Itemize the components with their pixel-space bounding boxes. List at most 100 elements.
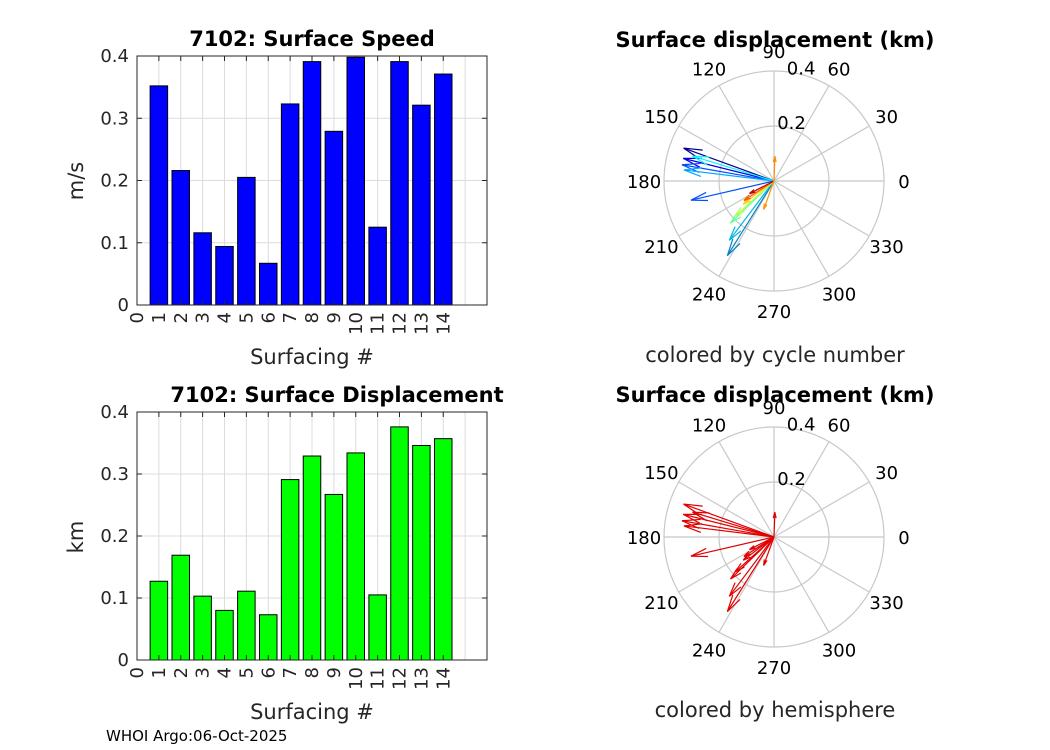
polar-angle-label: 30 [875,463,898,484]
arrow-shaft [763,536,775,566]
polar-angle-label: 300 [822,285,856,306]
polar-angle-label: 210 [644,237,678,258]
arrow-shaft [773,512,776,538]
arrow-shaft [763,180,775,210]
displacement-chart-title: 7102: Surface Displacement [170,383,503,407]
speed-x-axis-label: Surfacing # [250,345,374,369]
x-tick-label: 7 [280,312,301,323]
arrow-shaft [683,169,775,182]
x-tick-label: 6 [258,312,279,323]
y-tick-label: 0.4 [100,402,129,423]
polar-spoke [773,85,830,182]
bar [280,479,300,661]
arrow-shaft [681,164,775,182]
displacement-arrow [682,513,775,538]
x-tick-label: 2 [171,667,192,678]
arrow-head [734,210,745,217]
x-tick-label: 12 [390,667,411,690]
polar-angle-label: 270 [757,658,791,679]
displacement-arrow [763,536,775,566]
polar-angle-label: 300 [822,641,856,662]
displacement-arrow [683,167,775,182]
x-tick-label: 4 [215,312,236,323]
arrow-shaft [690,536,775,557]
arrow-head [692,155,710,158]
polar-spoke [773,536,830,633]
x-tick-label: 0 [127,312,148,323]
arrow-head [743,200,751,205]
arrow-head [743,553,751,558]
arrow-shaft [683,525,775,538]
displacement-arrow [726,536,775,613]
displacement-arrow [726,180,775,257]
arrow-head [683,525,702,534]
arrow-head [683,169,702,178]
bar [259,614,278,661]
arrow-head [772,156,776,163]
x-tick-label: 2 [171,312,192,323]
polar-spoke [678,125,775,182]
y-tick-label: 0 [118,650,129,671]
bar [215,245,234,306]
arrow-shaft [734,180,775,217]
displacement-arrow [728,180,775,241]
polar-angle-label: 270 [757,302,791,323]
arrow-head [682,513,701,524]
x-tick-label: 7 [280,667,301,678]
polar-spoke [773,180,870,237]
x-tick-label: 8 [302,312,323,323]
arrow-shaft [690,180,775,201]
arrow-head [743,556,751,561]
bar [434,438,453,661]
bar [390,61,409,306]
bar [346,56,365,306]
y-tick-label: 0.3 [100,108,129,129]
arrow-shaft [683,513,775,538]
arrow-head [682,157,701,168]
bar [412,104,431,306]
bar [302,61,322,306]
arrow-shaft [726,180,775,256]
polar-angle-label: 0 [898,172,909,193]
arrow-shaft [743,180,775,201]
arrow-head [734,566,745,573]
polar-angle-label: 180 [627,172,661,193]
polar-spoke [773,441,830,538]
y-tick-label: 0.2 [100,171,129,192]
arrow-head [728,230,742,241]
polar-spoke [773,481,870,538]
arrow-shaft [683,147,775,182]
cycle-compass-angle-labels: 0 30 60 90 120 150 180 210 240 270 300 330 [627,42,910,323]
bar [434,73,453,306]
polar-angle-label: 90 [763,398,786,419]
bar [237,176,256,306]
arrow-shaft [683,157,775,182]
polar-angle-label: 120 [692,59,726,80]
displacement-bar-chart: 00.10.20.30.4 0 1 2 3 4 5 6 7 8 9 10 11 12 13 14 7102:… [64,383,504,724]
arrow-head [749,547,756,551]
displacement-arrow [749,180,775,195]
displacement-arrow [681,518,775,538]
displacement-arrow [682,157,775,182]
bar [324,493,344,661]
polar-spoke [773,125,870,182]
displacement-arrow [692,155,775,182]
hemisphere-compass-vectors [681,503,777,613]
polar-spoke [678,481,775,538]
bar [193,595,212,661]
speed-bars [149,56,453,306]
y-tick-label: 0.2 [100,526,129,547]
arrow-head [683,167,703,171]
arrow-head [728,226,736,241]
cycle-compass-title: Surface displacement (km) [615,28,934,52]
arrow-head [734,562,742,573]
polar-radial-label: 0.4 [787,415,816,436]
displacement-x-ticks: 0 1 2 3 4 5 6 7 8 9 10 11 12 13 14 [127,412,454,690]
arrow-head [692,511,710,514]
displacement-arrow [772,156,777,182]
x-tick-label: 0 [127,667,148,678]
displacement-arrow [743,536,775,558]
displacement-arrow [690,536,775,558]
speed-y-ticks: 0 0.1 0.2 0.3 0.4 [100,46,487,316]
